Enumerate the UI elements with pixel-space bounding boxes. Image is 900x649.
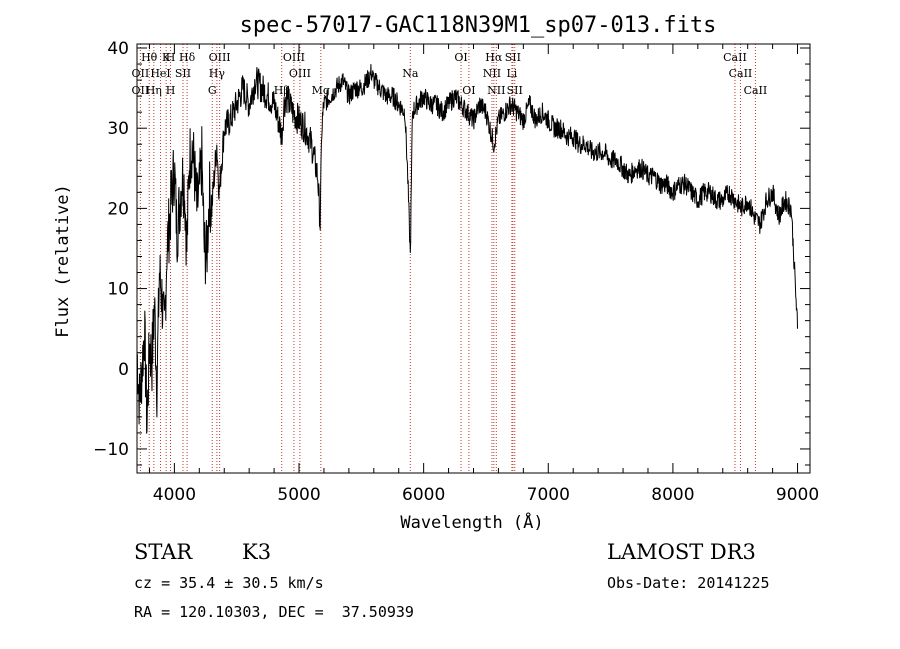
line-label-16: Mg: [312, 84, 330, 97]
redshift-cz: cz = 35.4 ± 30.5 km/s: [134, 574, 324, 592]
line-label-10: OIII: [209, 51, 231, 64]
y-tick-label-5: 40: [107, 39, 129, 59]
spectrum-line: [136, 64, 798, 434]
y-tick-label-3: 20: [107, 199, 129, 219]
line-label-23: Li: [506, 67, 517, 80]
object-subclass: K3: [242, 540, 272, 564]
line-label-2: OII: [132, 84, 150, 97]
line-label-18: OI: [454, 51, 467, 64]
y-axis-label: Flux (relative): [53, 184, 73, 338]
x-tick-label-4: 8000: [651, 485, 694, 505]
line-label-21: SII: [505, 51, 521, 64]
object-class: STAR: [134, 540, 193, 564]
line-label-7: Hη: [146, 84, 162, 97]
line-label-26: CaII: [723, 51, 747, 64]
line-label-15: Hβ: [274, 84, 290, 97]
line-label-3: K: [162, 51, 171, 64]
x-tick-label-0: 4000: [153, 485, 196, 505]
y-tick-label-2: 10: [107, 280, 129, 300]
line-label-28: CaII: [744, 84, 768, 97]
line-label-9: Hδ: [179, 51, 196, 64]
y-tick-label-4: 30: [107, 119, 129, 139]
line-label-22: NII: [483, 67, 501, 80]
x-axis-label: Wavelength (Å): [400, 511, 543, 533]
line-label-14: OIII: [289, 67, 311, 80]
line-label-11: Hγ: [209, 67, 226, 80]
line-label-25: SII: [507, 84, 523, 97]
chart-title: spec-57017-GAC118N39M1_sp07-013.fits: [240, 13, 717, 38]
line-label-17: Na: [402, 67, 419, 80]
x-tick-label-1: 5000: [277, 485, 320, 505]
line-label-27: CaII: [729, 67, 753, 80]
line-label-4: H: [166, 51, 176, 64]
line-label-1: OII: [132, 67, 150, 80]
y-tick-label-1: 0: [118, 360, 129, 380]
x-axis-ticks: 4000 5000 6000 7000 8000 9000: [148, 44, 819, 505]
line-label-0: Hθ: [141, 51, 158, 64]
survey-name: LAMOST DR3: [607, 540, 756, 564]
line-label-8: H: [166, 84, 176, 97]
line-label-13: OIII: [283, 51, 305, 64]
y-tick-label-0: −10: [93, 440, 129, 460]
observation-date: Obs-Date: 20141225: [607, 574, 770, 592]
line-label-12: G: [208, 84, 217, 97]
y-axis-ticks: −10 0 10 20 30 40: [93, 39, 810, 466]
line-label-20: Hα: [485, 51, 503, 64]
x-tick-label-3: 7000: [527, 485, 570, 505]
x-tick-label-2: 6000: [402, 485, 445, 505]
ra-dec-coordinates: RA = 120.10303, DEC = 37.50939: [134, 603, 414, 621]
x-tick-label-5: 9000: [776, 485, 819, 505]
line-label-24: NII: [487, 84, 505, 97]
line-label-19: OI: [462, 84, 475, 97]
line-label-5: HeI: [150, 67, 170, 80]
line-label-6: SII: [175, 67, 191, 80]
